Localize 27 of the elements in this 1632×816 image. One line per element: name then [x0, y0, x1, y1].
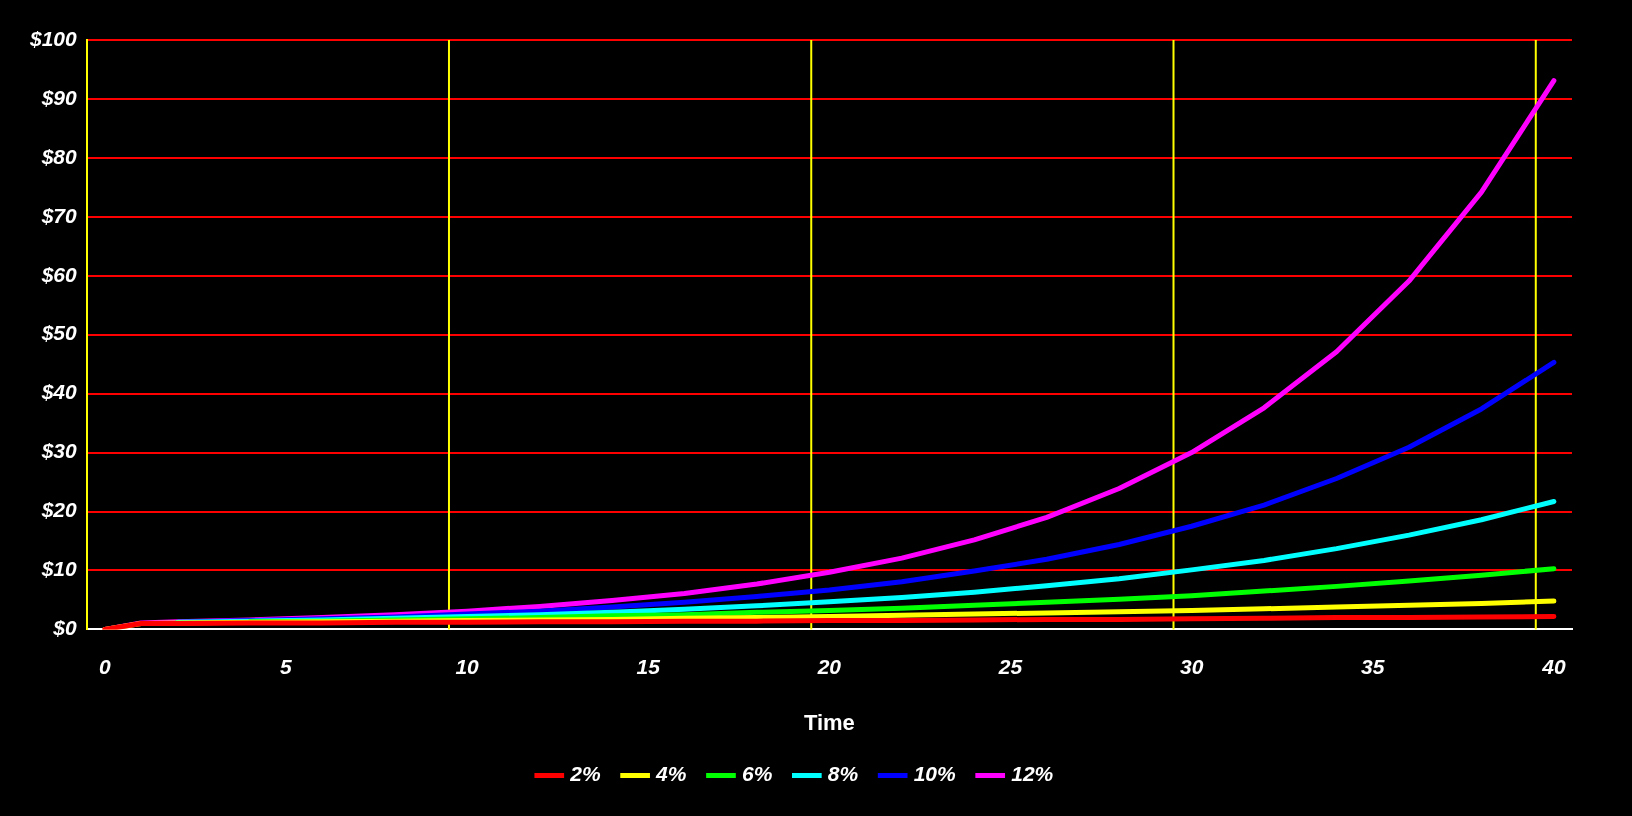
x-tick-label: 15 — [636, 654, 661, 678]
x-tick-label: 10 — [455, 654, 480, 678]
y-tick-label: $30 — [40, 439, 78, 463]
y-tick-label: $80 — [40, 144, 78, 168]
x-axis-title: Time — [803, 709, 855, 735]
y-tick-label: $40 — [40, 380, 78, 404]
y-tick-label: $20 — [40, 498, 78, 522]
x-tick-label: 30 — [1179, 654, 1204, 678]
y-tick-label: $50 — [40, 321, 78, 345]
legend-label: 2% — [569, 762, 601, 786]
y-tick-label: $10 — [40, 557, 78, 581]
legend-label: 8% — [827, 762, 859, 786]
y-tick-label: $60 — [40, 262, 78, 286]
y-tick-label: $90 — [40, 85, 78, 109]
x-tick-label: 40 — [1541, 654, 1566, 678]
legend-label: 12% — [1011, 762, 1054, 786]
x-tick-label: 5 — [280, 654, 293, 678]
x-tick-label: 35 — [1361, 654, 1385, 678]
legend-label: 4% — [655, 762, 687, 786]
x-tick-label: 20 — [816, 654, 842, 678]
legend-label: 6% — [741, 762, 773, 786]
legend-label: 10% — [913, 762, 957, 786]
x-tick-label: 0 — [98, 654, 111, 678]
x-tick-label: 25 — [997, 654, 1023, 678]
y-tick-label: $0 — [52, 616, 78, 640]
y-tick-label: $100 — [29, 26, 78, 50]
y-tick-label: $70 — [40, 203, 78, 227]
